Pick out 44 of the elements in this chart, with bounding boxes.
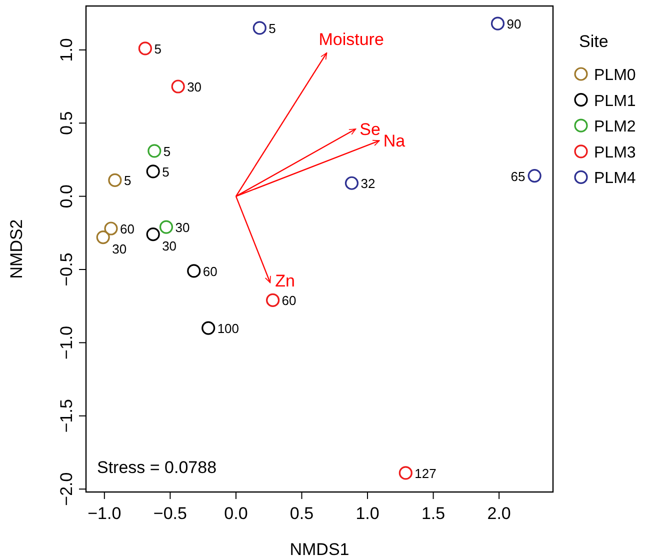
x-tick-label: −0.5 (153, 504, 187, 523)
x-tick-label: 2.0 (487, 504, 511, 523)
y-tick-label: −1.5 (57, 399, 76, 433)
x-tick-label: 0.5 (290, 504, 314, 523)
legend-title: Site (579, 32, 608, 51)
annotation: 5 (162, 164, 170, 180)
y-tick-label: −2.0 (57, 472, 76, 506)
annotation: Stress = 0.0788 (97, 458, 217, 477)
annotation: 32 (360, 176, 376, 192)
annotation: 100 (217, 321, 240, 336)
annotation: 30 (112, 241, 127, 256)
annotation: 30 (187, 80, 202, 95)
annotation: 90 (506, 16, 522, 32)
legend-label: PLM0 (594, 67, 636, 84)
y-tick-label: −0.5 (57, 252, 76, 286)
annotation: 5 (268, 20, 276, 36)
legend-label: PLM4 (594, 170, 636, 188)
y-tick-label: −1.0 (57, 326, 76, 360)
annotation: 60 (282, 293, 296, 308)
y-axis-title: NMDS2 (7, 219, 26, 279)
annotation: 5 (163, 144, 171, 159)
annotation: 5 (124, 173, 132, 188)
series-label: Moisture (318, 30, 384, 49)
x-axis-title: NMDS1 (290, 540, 350, 559)
annotation: 30 (175, 220, 190, 236)
annotation: 65 (510, 168, 526, 184)
series-label: Na (383, 132, 406, 151)
y-tick-label: 0.5 (57, 111, 76, 135)
legend-label: PLM2 (594, 118, 636, 136)
annotation: 30 (162, 238, 177, 254)
y-tick-label: 1.0 (57, 38, 76, 62)
x-tick-label: −1.0 (88, 504, 122, 523)
x-tick-label: 0.0 (224, 504, 248, 523)
x-tick-label: 1.5 (421, 504, 446, 523)
legend-label: PLM1 (594, 92, 636, 110)
legend-label: PLM3 (594, 144, 636, 162)
annotation: 60 (120, 222, 134, 237)
annotation: 60 (202, 264, 218, 279)
series-label: Zn (275, 272, 296, 291)
annotation: 5 (154, 41, 162, 56)
annotation: 127 (414, 466, 436, 481)
y-tick-label: 0.0 (57, 184, 76, 208)
x-tick-label: 1.0 (356, 504, 380, 523)
series-label: Se (360, 120, 380, 139)
